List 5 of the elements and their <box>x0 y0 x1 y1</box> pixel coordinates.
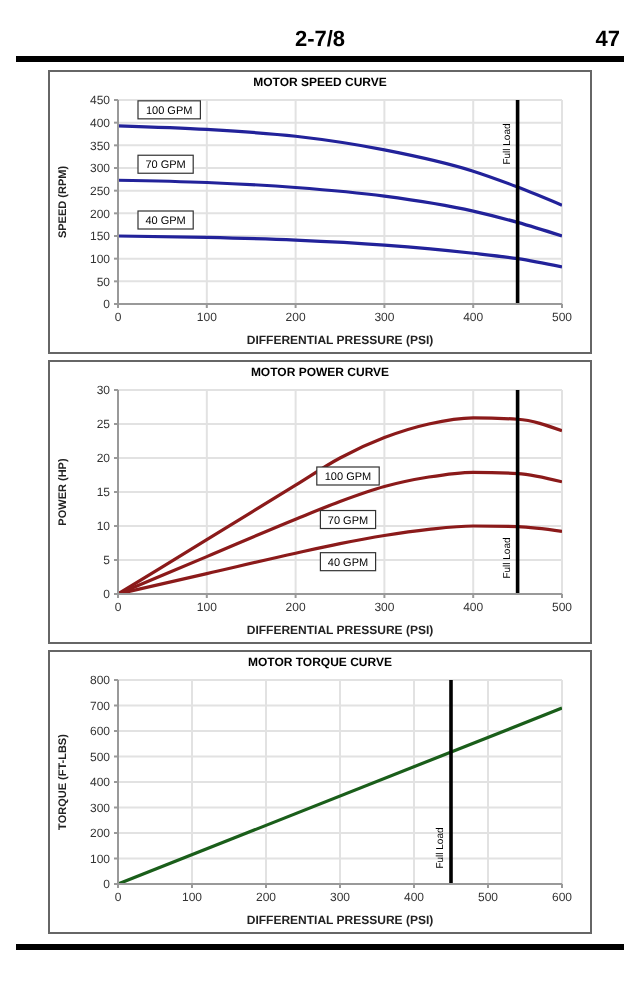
line-series <box>118 178 562 238</box>
text: 2-7/8 <box>294 28 346 52</box>
line-series <box>118 124 562 207</box>
line-series <box>118 234 562 269</box>
text: 47 <box>595 28 620 52</box>
